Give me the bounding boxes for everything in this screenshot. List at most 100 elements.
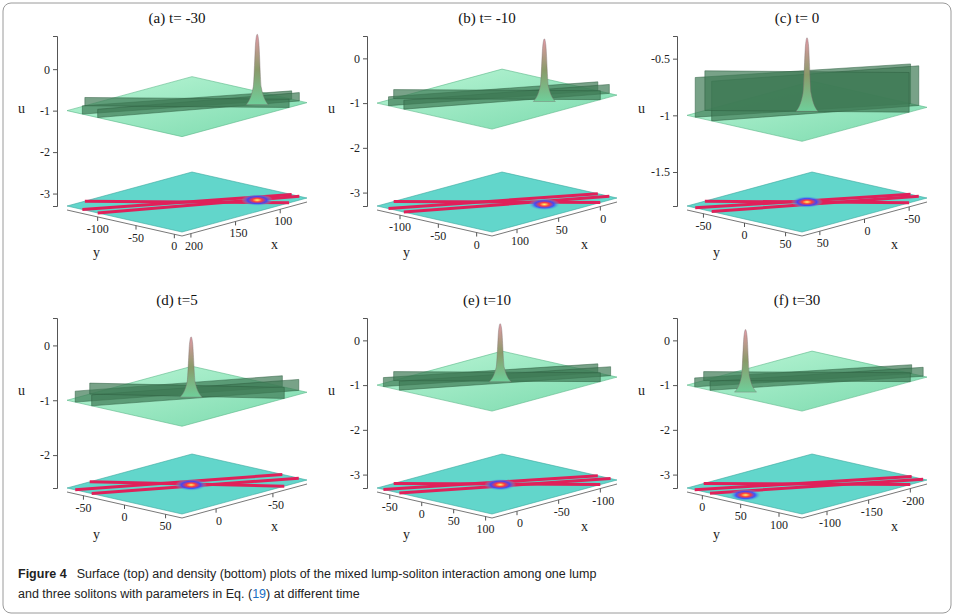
axis-line bbox=[182, 484, 307, 518]
caption-label: Figure 4 bbox=[18, 567, 67, 581]
tick-mark bbox=[190, 234, 191, 238]
tick-label: -50 bbox=[128, 231, 144, 245]
axis-title: u bbox=[638, 101, 645, 116]
tick: -1 bbox=[350, 96, 367, 110]
tick-label: 0 bbox=[44, 339, 50, 353]
tick-mark bbox=[421, 502, 422, 506]
tick-label: 0 bbox=[419, 507, 425, 521]
density-lump bbox=[791, 196, 823, 208]
tick-mark bbox=[673, 430, 677, 431]
tick: -3 bbox=[40, 187, 57, 201]
axis-title: y bbox=[403, 527, 410, 542]
surface-plane bbox=[687, 351, 927, 411]
tick-label: 50 bbox=[448, 514, 460, 528]
tick: -2 bbox=[40, 448, 57, 462]
density-plane bbox=[687, 172, 927, 232]
tick-label: 0 bbox=[699, 500, 705, 514]
panel-title: (e) t=10 bbox=[463, 292, 511, 309]
density-soliton bbox=[695, 194, 910, 208]
u-axis: 0 -1 -2 bbox=[40, 319, 58, 489]
density-lump bbox=[528, 198, 560, 210]
tick-label: 200 bbox=[185, 239, 203, 253]
lump-peak bbox=[533, 39, 555, 102]
axis-line bbox=[53, 319, 58, 489]
axis-title: y bbox=[713, 527, 720, 542]
tick-label: -150 bbox=[861, 505, 883, 519]
tick-label: -2 bbox=[40, 145, 50, 159]
plot-marks bbox=[377, 39, 617, 232]
tick-label: -3 bbox=[350, 468, 360, 482]
tick-mark bbox=[165, 514, 166, 518]
panel: -0.5-1-1.5u-50050y500-50x(c) t= 0 bbox=[638, 10, 927, 260]
tick: -1 bbox=[40, 394, 57, 408]
axis-line bbox=[377, 492, 492, 518]
axis-title: x bbox=[581, 237, 588, 252]
tick-mark bbox=[53, 345, 57, 346]
tick-mark bbox=[600, 207, 601, 211]
tick-mark bbox=[779, 513, 780, 517]
tick-label: -50 bbox=[382, 500, 398, 514]
tick-label: -2 bbox=[350, 141, 360, 155]
panel-title: (b) t= -10 bbox=[458, 10, 516, 27]
tick-label: -200 bbox=[902, 494, 924, 508]
density-plane bbox=[687, 454, 927, 514]
tick-mark bbox=[400, 215, 401, 219]
tick-mark bbox=[703, 214, 704, 218]
axis-line bbox=[673, 37, 678, 207]
tick-label: -2 bbox=[40, 448, 50, 462]
tick-label: -1 bbox=[660, 109, 670, 123]
lump-peak bbox=[735, 329, 757, 392]
panel-title: (d) t=5 bbox=[156, 292, 197, 309]
tick-label: -50 bbox=[695, 219, 711, 233]
u-axis: 0-1-2-3 bbox=[40, 37, 58, 207]
tick-label: -50 bbox=[430, 229, 446, 243]
tick-label: -2 bbox=[660, 423, 670, 437]
tick-mark bbox=[97, 217, 98, 221]
axis-title: u bbox=[638, 383, 645, 398]
tick-mark bbox=[485, 517, 486, 521]
axis-title: y bbox=[713, 245, 720, 260]
panel-title: (f) t=30 bbox=[774, 292, 820, 309]
tick-mark bbox=[673, 475, 677, 476]
tick-label: 150 bbox=[230, 226, 248, 240]
tick-label: 0 bbox=[171, 239, 177, 253]
panel: 0-1-2u-50050y0-50x(d) t=5 bbox=[18, 292, 307, 542]
tick-label: 0 bbox=[517, 516, 523, 530]
tick-mark bbox=[868, 500, 869, 504]
tick-mark bbox=[363, 148, 367, 149]
axis-title: u bbox=[18, 383, 25, 398]
density-soliton bbox=[404, 196, 609, 212]
tick: -2 bbox=[350, 423, 367, 437]
tick-label: 0 bbox=[354, 334, 360, 348]
tick-label: 100 bbox=[770, 518, 788, 532]
tick: -1 bbox=[660, 109, 677, 123]
tick-label: 50 bbox=[817, 236, 829, 250]
axis-line bbox=[492, 484, 617, 518]
density-lump bbox=[175, 479, 207, 491]
tick-label: -100 bbox=[592, 494, 614, 508]
panel: 0-1-2-3u-100-500y100500x(b) t= -10 bbox=[328, 10, 617, 260]
caption: Figure 4Surface (top) and density (botto… bbox=[18, 567, 596, 601]
u-axis: 0-1-2-3 bbox=[350, 319, 368, 489]
tick-label: 0 bbox=[600, 212, 606, 226]
caption-text: ) at different time bbox=[266, 587, 360, 601]
tick-label: 0 bbox=[44, 63, 50, 77]
tick-mark bbox=[558, 218, 559, 222]
surface-soliton bbox=[704, 372, 911, 382]
tick-mark bbox=[453, 509, 454, 513]
density-soliton bbox=[82, 195, 291, 210]
tick-label: 0 bbox=[664, 334, 670, 348]
density-lump bbox=[484, 479, 516, 491]
tick-mark bbox=[235, 221, 236, 225]
axis-line bbox=[492, 202, 617, 236]
tick-mark bbox=[910, 489, 911, 493]
axis-title: y bbox=[93, 245, 100, 260]
tick-mark bbox=[53, 455, 57, 456]
tick: -3 bbox=[660, 468, 677, 482]
figure-frame bbox=[3, 3, 951, 613]
tick: 0 bbox=[44, 63, 57, 77]
tick: -3 bbox=[350, 186, 367, 200]
tick-label: -1 bbox=[40, 394, 50, 408]
tick: -0.5 bbox=[651, 52, 677, 66]
caption-ref[interactable]: 19 bbox=[252, 587, 266, 601]
